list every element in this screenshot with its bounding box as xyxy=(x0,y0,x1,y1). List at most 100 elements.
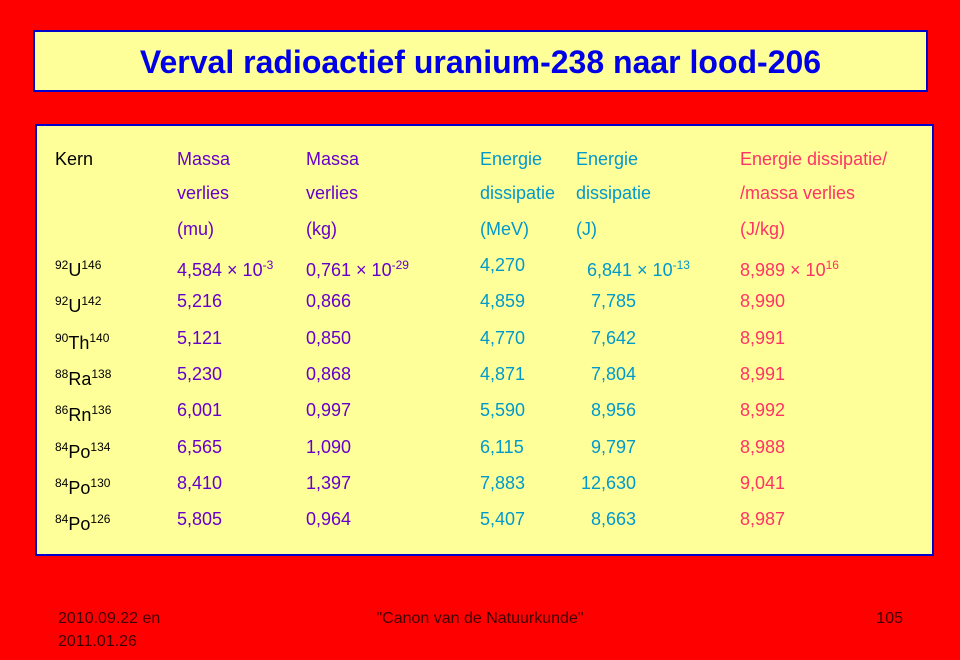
cell-value: 7,785 xyxy=(590,291,636,312)
element-symbol: Po xyxy=(68,514,91,535)
column-header: verlies xyxy=(306,183,359,203)
element-symbol: Po xyxy=(68,441,91,462)
table-cell: 6,115 xyxy=(480,436,524,458)
table-cell: 6,841 × 10-13 xyxy=(587,254,690,281)
cell-value: 8,987 xyxy=(740,509,786,530)
table-cell: 5,121 xyxy=(177,327,222,349)
footer-date: 2010.09.22 en xyxy=(58,610,161,627)
cell-exponent: 16 xyxy=(825,258,839,272)
element-symbol: U xyxy=(68,260,82,280)
table-cell: 8,990 xyxy=(740,290,785,312)
nuclide: 84Po134 xyxy=(55,436,110,463)
cell-value: 0,866 xyxy=(306,291,352,312)
neutron-number: 138 xyxy=(91,366,112,381)
title-box: Verval radioactief uranium-238 naar lood… xyxy=(33,30,928,92)
cell-value: 9,797 xyxy=(590,436,636,457)
column-header: Energie dissipatie/ xyxy=(740,149,888,169)
column-header: Massa xyxy=(177,149,231,169)
table-cell: 8,410 xyxy=(177,472,222,494)
atomic-number: 92 xyxy=(55,294,69,309)
nuclide: 90Th140 xyxy=(55,327,109,354)
column-header: Energie xyxy=(480,149,543,169)
table-cell: 4,770 xyxy=(480,327,525,349)
cell-value: 12,630 xyxy=(580,472,636,493)
table-cell: 8,956 xyxy=(576,399,636,421)
element-symbol: Ra xyxy=(68,368,92,389)
element-symbol: Th xyxy=(68,332,90,353)
cell-value: 5,216 xyxy=(177,291,223,312)
column-header: Energie xyxy=(576,149,639,169)
footer-date: 2011.01.26 xyxy=(58,633,137,650)
cell-value: 7,642 xyxy=(590,327,636,348)
element-symbol: Rn xyxy=(68,405,92,426)
cell-value: 0,997 xyxy=(306,400,352,421)
cell-value: 4,859 xyxy=(480,291,526,312)
table-cell: 4,584 × 10-3 xyxy=(177,254,273,281)
neutron-number: 140 xyxy=(89,330,110,345)
neutron-number: 142 xyxy=(81,294,102,309)
neutron-number: 146 xyxy=(81,258,102,272)
cell-value: 8,990 xyxy=(740,291,786,312)
table-cell: 5,216 xyxy=(177,290,222,312)
atomic-number: 84 xyxy=(55,512,69,527)
element-symbol: Po xyxy=(68,477,91,498)
cell-value: 8,992 xyxy=(740,400,786,421)
cell-value: 8,989 × 10 xyxy=(740,260,826,280)
column-header: verlies xyxy=(177,183,230,203)
cell-value: 0,964 xyxy=(306,509,352,530)
table-cell: 12,630 xyxy=(576,472,636,494)
table-cell: 7,883 xyxy=(480,472,525,494)
atomic-number: 90 xyxy=(55,330,69,345)
cell-value: 8,410 xyxy=(177,472,223,493)
cell-value: 8,991 xyxy=(740,363,786,384)
table-cell: 9,797 xyxy=(576,436,636,458)
cell-value: 8,663 xyxy=(590,509,636,530)
table-cell: 1,090 xyxy=(306,436,351,458)
table-cell: 4,859 xyxy=(480,290,525,312)
neutron-number: 136 xyxy=(91,403,112,418)
cell-value: 1,397 xyxy=(306,472,352,493)
table-cell: 8,988 xyxy=(740,436,785,458)
table-cell: 8,991 xyxy=(740,363,785,385)
cell-value: 9,041 xyxy=(740,472,786,493)
neutron-number: 126 xyxy=(90,512,111,527)
table-cell: 4,871 xyxy=(480,363,525,385)
cell-exponent: -29 xyxy=(391,258,409,272)
table-cell: 0,964 xyxy=(306,508,351,530)
cell-exponent: -13 xyxy=(672,258,690,272)
cell-value: 1,090 xyxy=(306,436,352,457)
cell-value: 6,841 × 10 xyxy=(587,260,673,280)
cell-value: 7,804 xyxy=(590,363,636,384)
footer-source: "Canon van de Natuurkunde" xyxy=(376,610,584,627)
nuclide: 92U146 xyxy=(55,254,101,281)
cell-value: 7,883 xyxy=(480,472,526,493)
table-cell: 0,868 xyxy=(306,363,351,385)
table-cell: 5,805 xyxy=(177,508,222,530)
neutron-number: 130 xyxy=(90,475,111,490)
cell-value: 6,115 xyxy=(480,436,524,457)
cell-value: 4,584 × 10 xyxy=(177,260,263,280)
cell-exponent: -3 xyxy=(262,258,274,272)
cell-value: 6,001 xyxy=(177,400,223,421)
cell-value: 5,407 xyxy=(480,509,526,530)
cell-value: 6,565 xyxy=(177,436,223,457)
atomic-number: 86 xyxy=(55,403,69,418)
column-header: dissipatie xyxy=(480,183,556,203)
table-cell: 4,270 xyxy=(480,254,525,276)
column-header: dissipatie xyxy=(576,183,652,203)
table-cell: 8,992 xyxy=(740,399,785,421)
nuclide: 84Po126 xyxy=(55,508,110,535)
nuclide: 84Po130 xyxy=(55,472,110,499)
cell-value: 8,991 xyxy=(740,327,786,348)
table-cell: 5,590 xyxy=(480,399,525,421)
cell-value: 8,956 xyxy=(590,400,636,421)
table-cell: 6,001 xyxy=(177,399,222,421)
cell-value: 5,805 xyxy=(177,509,223,530)
cell-value: 4,770 xyxy=(480,327,526,348)
nuclide: 92U142 xyxy=(55,290,101,317)
table-cell: 8,663 xyxy=(576,508,636,530)
table-cell: 7,642 xyxy=(576,327,636,349)
table-cell: 7,804 xyxy=(576,363,636,385)
table-cell: 7,785 xyxy=(576,290,636,312)
